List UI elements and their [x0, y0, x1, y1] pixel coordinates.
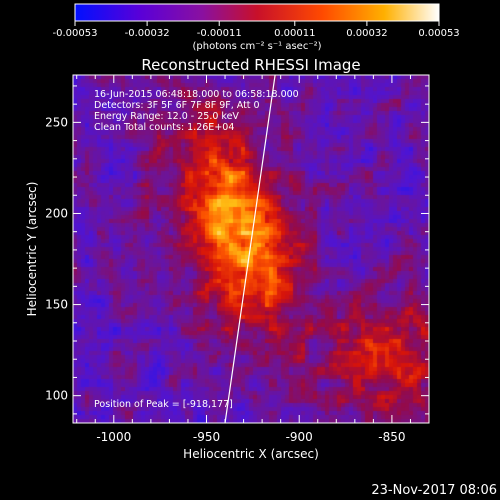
x-axis-label: Heliocentric X (arcsec): [183, 447, 319, 461]
x-axis: -1000 -950 -900 -850: [76, 75, 430, 444]
annotation-energy-range: Energy Range: 12.0 - 25.0 keV: [94, 111, 239, 122]
colorbar-ticks: -0.00053 -0.00032 -0.00011 0.00011 0.00032 0.…: [53, 21, 460, 39]
x-tick-label: -850: [378, 430, 405, 444]
colorbar-tick-label: -0.00011: [197, 28, 242, 39]
colorbar-tick-label: 0.00011: [274, 28, 315, 39]
solar-limb-line: [224, 74, 276, 424]
annotation-clean-counts: Clean Total counts: 1.26E+04: [94, 122, 234, 133]
plot-frame: [72, 74, 430, 424]
colorbar-tick-label: -0.00053: [53, 28, 98, 39]
colorbar-tick-label: 0.00053: [418, 28, 459, 39]
x-tick-label: -900: [286, 430, 313, 444]
y-tick-label: 100: [45, 389, 68, 403]
y-tick-label: 150: [45, 298, 68, 312]
annotation-detectors: Detectors: 3F 5F 6F 7F 8F 9F, Att 0: [94, 100, 260, 111]
timestamp: 23-Nov-2017 08:06: [371, 483, 497, 498]
colorbar-units-label: (photons cm⁻² s⁻¹ asec⁻²): [192, 41, 321, 52]
x-tick-label: -1000: [96, 430, 131, 444]
x-tick-label: -950: [193, 430, 220, 444]
colorbar: [74, 3, 440, 22]
colorbar-tick-label: 0.00032: [346, 28, 387, 39]
y-axis: 100 150 200 250: [45, 85, 429, 415]
y-axis-label: Heliocentric Y (arcsec): [25, 182, 39, 317]
colorbar-tick-label: -0.00032: [125, 28, 170, 39]
peak-position-label: Position of Peak = [-918,177]: [94, 399, 233, 410]
chart-title: Reconstructed RHESSI Image: [141, 56, 360, 74]
y-tick-label: 200: [45, 206, 68, 220]
heatmap-image: [73, 75, 429, 423]
annotation-time-range: 16-Jun-2015 06:48:18.000 to 06:58:18.000: [94, 89, 299, 100]
y-tick-label: 250: [45, 115, 68, 129]
